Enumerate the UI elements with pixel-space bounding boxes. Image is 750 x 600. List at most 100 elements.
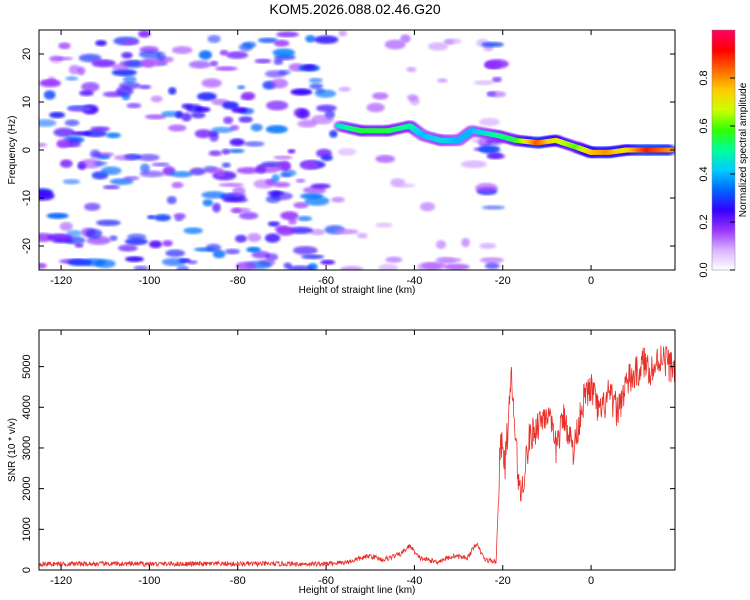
snr-x-label: Height of straight line (km) [299,585,416,596]
noise-blob [334,229,359,235]
noise-blob [390,178,406,187]
noise-blob [39,119,57,127]
x-tick-label: -40 [406,275,422,287]
noise-blob [223,116,234,125]
noise-blob [133,265,149,270]
noise-blob [53,127,75,137]
x-tick-label: 0 [588,275,594,287]
noise-blob [231,107,248,113]
noise-blob [241,91,256,101]
noise-blob [65,76,79,81]
noise-blob [310,114,334,125]
noise-blob [226,51,249,59]
snr-frame [38,329,676,571]
noise-blob [84,202,101,211]
noise-blob [56,138,71,149]
noise-blob [316,104,337,112]
noise-blob [204,167,224,174]
noise-blob [49,111,66,119]
noise-blob [74,243,84,248]
noise-blob [146,215,156,220]
noise-blob [256,164,267,174]
noise-blob [181,112,192,122]
noise-blob [435,240,447,250]
noise-blob [141,58,155,68]
noise-blob [161,110,180,118]
x-tick-label: -100 [138,575,160,587]
noise-blob [119,82,141,90]
noise-blob [201,191,227,199]
noise-blob [300,160,319,170]
noise-blob [79,158,103,169]
noise-blob [400,34,411,43]
x-tick-label: -120 [50,275,72,287]
noise-blob [67,106,92,112]
noise-blob [64,119,80,127]
x-tick-label: -120 [50,575,72,587]
noise-blob [161,258,187,266]
noise-blob [481,41,504,48]
noise-blob [39,142,48,148]
noise-blob [215,66,238,71]
noise-blob [378,263,398,270]
noise-blob [140,163,150,174]
x-tick-label: 0 [588,575,594,587]
noise-blob [49,56,74,61]
noise-blob [68,64,81,75]
snr-series-line [39,345,675,568]
noise-blob [337,148,357,156]
noise-blob [121,39,139,45]
noise-blob [102,185,120,190]
noise-blob [297,108,310,119]
noise-blob [138,30,151,38]
chart-title: KOM5.2026.088.02.46.G20 [269,1,440,17]
noise-blob [166,196,177,205]
noise-blob [170,171,193,178]
noise-blob [89,149,101,159]
noise-blob [270,78,288,89]
snr-background [39,330,675,570]
noise-blob [165,249,185,257]
noise-blob [308,77,323,83]
noise-blob [473,80,495,86]
noise-blob [93,161,108,166]
noise-blob [168,87,177,95]
noise-blob [265,125,288,134]
noise-blob [238,211,259,220]
noise-blob [437,78,448,83]
x-tick-label: -20 [495,275,511,287]
noise-blob [375,154,396,163]
noise-blob [113,154,137,161]
noise-blob [149,240,163,249]
noise-blob [125,256,144,262]
noise-blob [137,153,160,162]
colorbar-tick-label: 0.4 [698,166,710,181]
noise-blob [81,82,100,92]
y-tick-label: 0 [21,147,33,153]
y-tick-label: 5000 [21,354,33,378]
x-tick-label: -80 [230,275,246,287]
noise-blob [66,138,81,148]
colorbar-frame [711,29,736,271]
noise-blob [78,53,102,63]
noise-blob [198,50,212,60]
noise-blob [111,63,130,71]
noise-blob [235,261,257,270]
noise-blob [272,48,296,57]
noise-blob [264,233,281,243]
noise-blob [244,141,265,147]
snr-y-ticks: 0 1000 2000 3000 4000 5000 [21,354,675,573]
noise-blob [287,265,313,270]
noise-blob [96,219,121,226]
colorbar-tick-label: 0.6 [698,118,710,133]
noise-blob [71,131,92,136]
noise-blob [236,167,260,174]
colorbar-tick-label: 0.2 [698,214,710,229]
noise-blob [314,89,337,98]
noise-blob [292,246,318,255]
noise-blob [228,148,245,154]
x-tick-label: -60 [318,575,334,587]
noise-blob [295,178,306,183]
noise-blob [273,39,290,47]
noise-blob [264,70,287,78]
